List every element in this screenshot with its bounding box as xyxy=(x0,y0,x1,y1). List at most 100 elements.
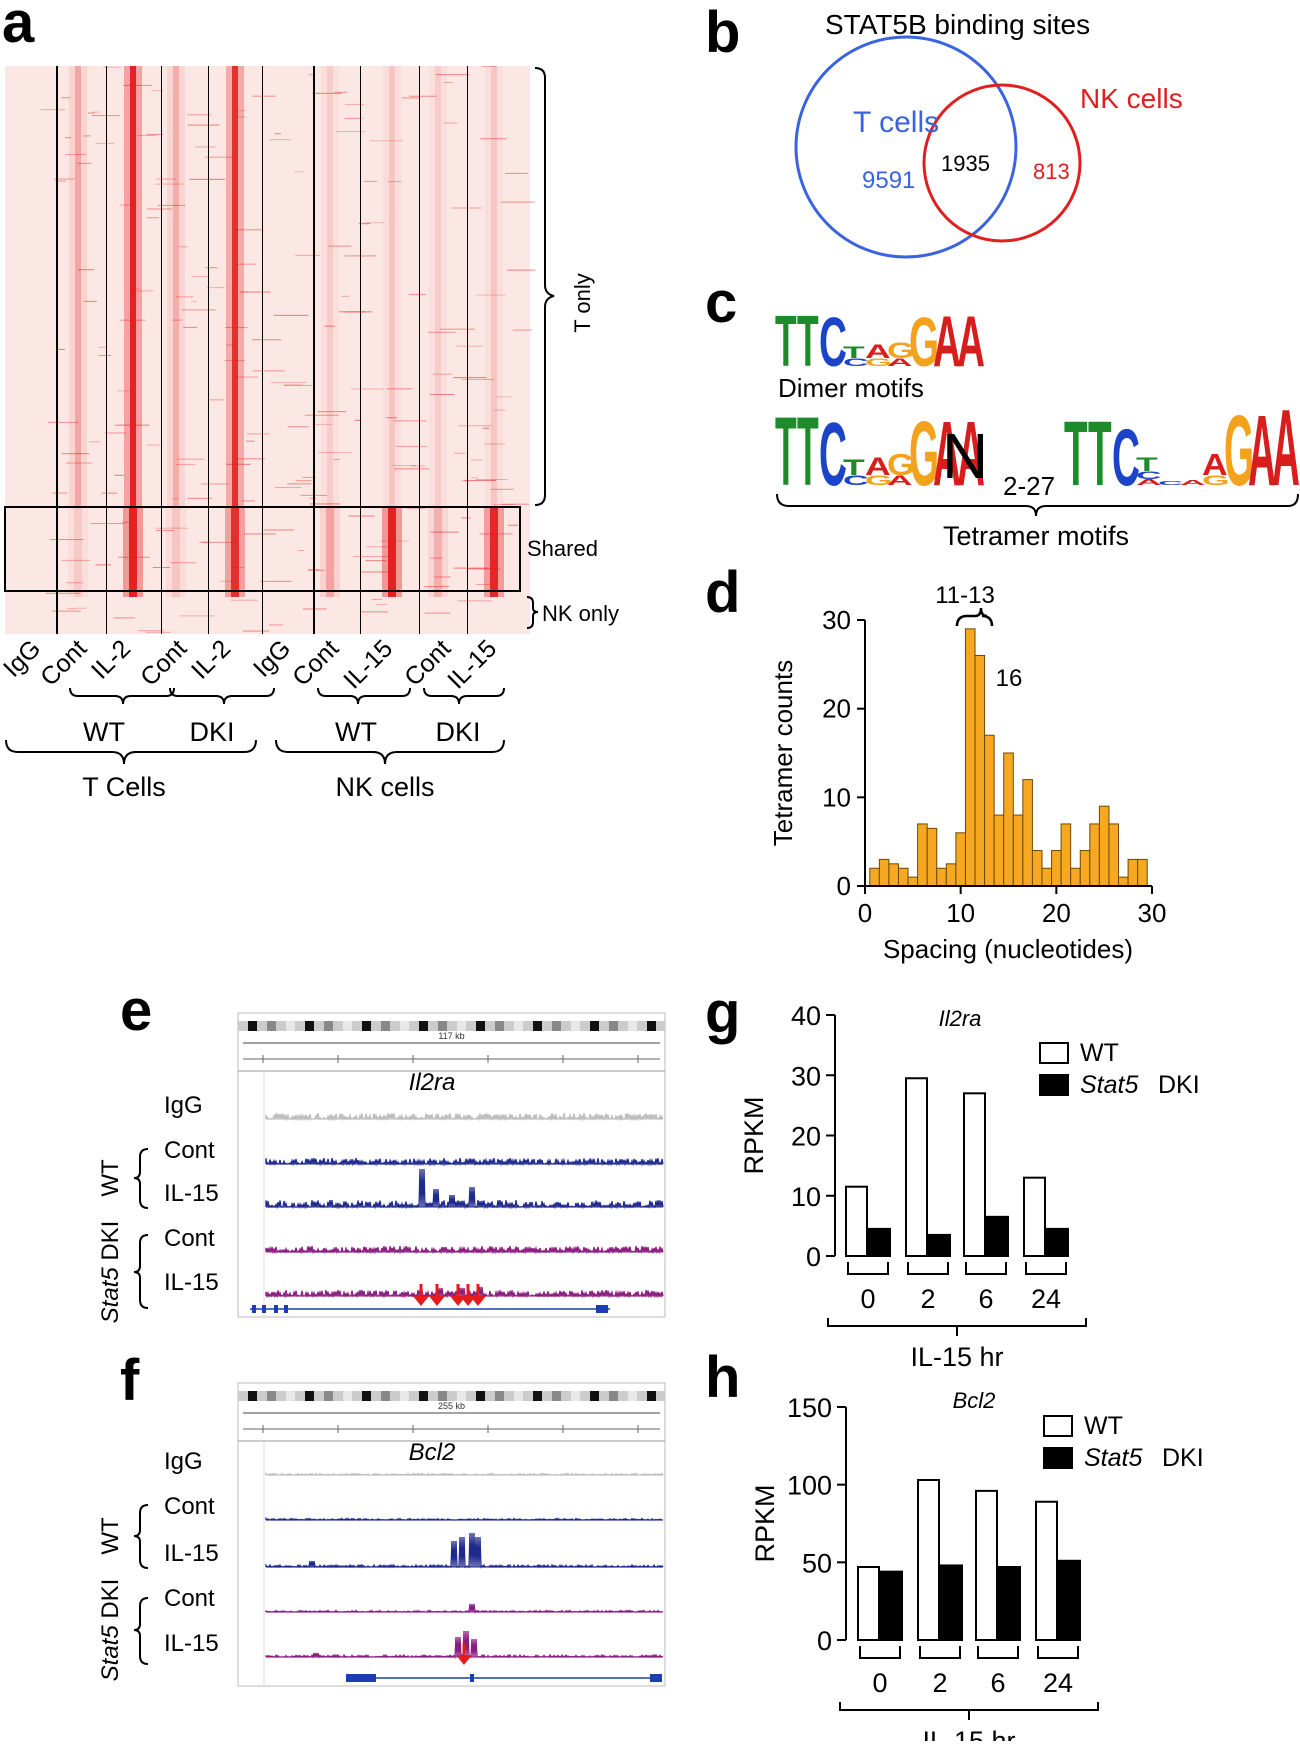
heat-speck xyxy=(183,326,198,328)
heat-speck xyxy=(226,463,251,465)
spacing-bar-2 xyxy=(878,858,890,887)
track-label-3: Cont xyxy=(164,1225,215,1252)
tetramer-bracket xyxy=(776,493,1299,517)
heat-speck xyxy=(147,208,172,210)
heat-speck xyxy=(224,359,246,361)
tetra-right-letter-8: A xyxy=(1248,395,1276,507)
ideogram-band xyxy=(457,1391,466,1401)
tetra-right-letter-3: T xyxy=(1136,454,1158,476)
heat-speck xyxy=(67,608,76,610)
spacing-bar-16 xyxy=(1012,814,1024,887)
spacing-bar-29 xyxy=(1137,858,1148,887)
ideogram-band xyxy=(590,1391,599,1401)
heat-speck xyxy=(324,325,335,327)
heat-speck xyxy=(309,497,317,499)
spacing-bar-19 xyxy=(1041,867,1053,887)
chart-title: Il2ra xyxy=(939,1006,982,1031)
tetra-right-letter-3: A xyxy=(1136,478,1162,487)
heat-speck xyxy=(361,571,388,573)
group-label-t-wt: WT xyxy=(83,717,125,747)
category-bracket-6 xyxy=(977,1646,1019,1659)
ideogram-band xyxy=(305,1391,314,1401)
tetra-left-letter-4: A xyxy=(865,452,891,481)
heat-speck xyxy=(298,550,305,552)
ideogram-band xyxy=(628,1021,637,1031)
heat-speck xyxy=(45,592,81,594)
heat-speck xyxy=(234,376,258,378)
y-tick-label: 30 xyxy=(822,605,851,635)
heat-speck xyxy=(408,293,426,295)
tetra-left-letter-7: A xyxy=(933,402,961,505)
x-tick-label: 0 xyxy=(858,898,872,928)
heat-speck xyxy=(78,269,95,271)
ideogram-band xyxy=(533,1391,542,1401)
y-tick-label: 0 xyxy=(806,1242,821,1272)
heat-speck xyxy=(40,109,66,111)
tetra-right-letter-7: G xyxy=(1224,395,1254,507)
heat-col-glow-t-7 xyxy=(485,66,503,507)
heat-speck xyxy=(348,515,375,517)
heat-col-glow-t-5 xyxy=(383,66,401,507)
heat-speck xyxy=(470,459,483,461)
heat-speck xyxy=(471,477,479,479)
dimer-motif-label: Dimer motifs xyxy=(778,373,924,403)
heat-speck xyxy=(176,464,196,466)
heat-col-core-t-5 xyxy=(389,66,395,507)
legend-dki-label-gene: Stat5 xyxy=(1080,1071,1138,1099)
heat-speck xyxy=(457,600,493,602)
heat-col-core-s-2 xyxy=(172,507,180,597)
heat-speck xyxy=(344,103,365,105)
x-tick-label: 10 xyxy=(946,898,975,928)
scale-label: 255 kb xyxy=(438,1401,465,1411)
heat-speck xyxy=(409,95,437,97)
gene-name: Il2ra xyxy=(409,1069,456,1096)
heat-speck xyxy=(195,146,216,148)
heat-speck xyxy=(392,465,417,467)
heat-col-core-t-2 xyxy=(173,66,179,507)
signal-track-0 xyxy=(265,1112,664,1122)
heat-col-core-t-4 xyxy=(327,66,333,507)
dki-side-label: Stat5 DKI xyxy=(97,1221,124,1324)
heat-speck xyxy=(190,300,198,302)
heat-speck xyxy=(122,84,152,86)
heat-speck xyxy=(304,414,339,416)
heat-speck xyxy=(61,97,71,99)
y-tick-label: 20 xyxy=(791,1122,821,1152)
wt-bar-6 xyxy=(975,1489,998,1641)
tetra-left-letter-5: A xyxy=(887,473,913,488)
heat-speck xyxy=(451,207,483,209)
category-label-24: 24 xyxy=(1031,1284,1061,1314)
dimer-letter-0: T xyxy=(775,301,797,382)
heatmap-lines xyxy=(40,66,536,633)
heat-speck xyxy=(507,524,519,526)
ideogram xyxy=(238,1021,665,1031)
heat-speck xyxy=(433,373,453,375)
heat-speck xyxy=(241,500,255,502)
heat-speck xyxy=(402,97,419,99)
heat-speck xyxy=(424,586,450,588)
heat-speck xyxy=(365,560,387,562)
tetra-left-letter-5: G xyxy=(887,448,915,482)
heat-speck xyxy=(467,568,501,570)
spacing-bar-10 xyxy=(955,832,966,887)
dimer-letter-5: A xyxy=(887,356,913,369)
heat-speck xyxy=(371,598,383,600)
heat-speck xyxy=(461,378,494,380)
ideogram-band xyxy=(609,1391,618,1401)
heat-speck xyxy=(113,617,136,619)
ideogram-band xyxy=(362,1021,371,1031)
heat-speck xyxy=(61,559,91,561)
heat-speck xyxy=(274,133,281,135)
column-label-3: Cont xyxy=(135,634,192,691)
column-label-7: IL-15 xyxy=(338,634,398,694)
heat-speck xyxy=(480,138,507,140)
panel-letter-b: b xyxy=(705,0,740,65)
x-tick-label: 30 xyxy=(1138,898,1167,928)
signal-track-4 xyxy=(265,1630,664,1660)
heat-speck xyxy=(181,309,216,311)
ideogram-band xyxy=(571,1391,580,1401)
heat-speck xyxy=(47,421,79,423)
dimer-letter-5: G xyxy=(887,338,915,363)
